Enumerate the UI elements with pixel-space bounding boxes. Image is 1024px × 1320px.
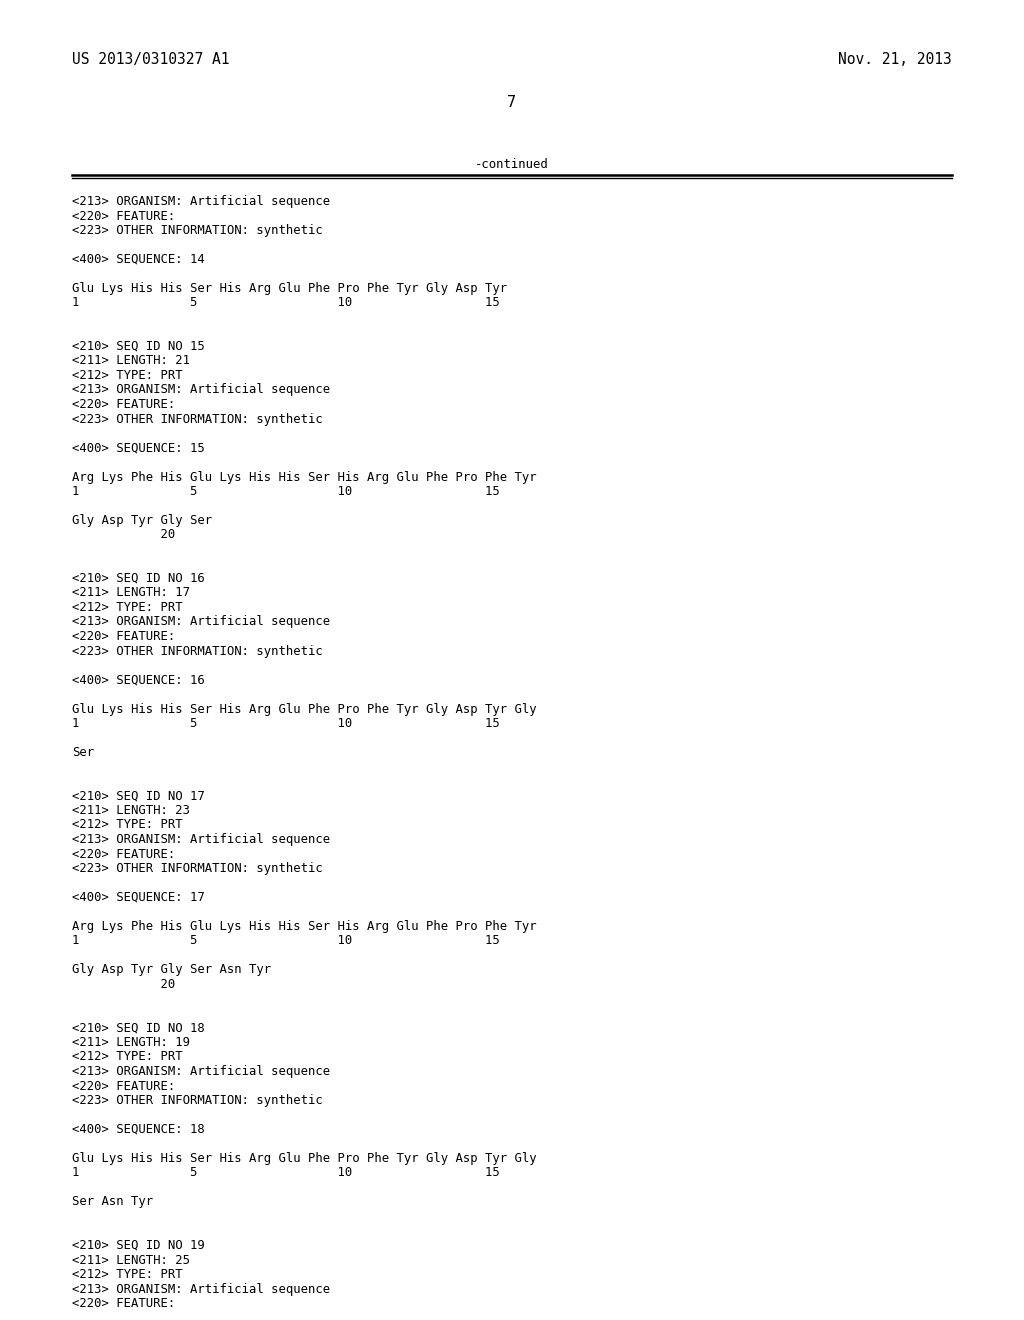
Text: US 2013/0310327 A1: US 2013/0310327 A1: [72, 51, 229, 67]
Text: 1               5                   10                  15: 1 5 10 15: [72, 1167, 500, 1180]
Text: <213> ORGANISM: Artificial sequence: <213> ORGANISM: Artificial sequence: [72, 195, 330, 209]
Text: <212> TYPE: PRT: <212> TYPE: PRT: [72, 1051, 182, 1064]
Text: <212> TYPE: PRT: <212> TYPE: PRT: [72, 1269, 182, 1280]
Text: 1               5                   10                  15: 1 5 10 15: [72, 717, 500, 730]
Text: 1               5                   10                  15: 1 5 10 15: [72, 484, 500, 498]
Text: Ser Asn Tyr: Ser Asn Tyr: [72, 1196, 154, 1209]
Text: <210> SEQ ID NO 19: <210> SEQ ID NO 19: [72, 1239, 205, 1251]
Text: 1               5                   10                  15: 1 5 10 15: [72, 935, 500, 948]
Text: 7: 7: [508, 95, 516, 110]
Text: Arg Lys Phe His Glu Lys His His Ser His Arg Glu Phe Pro Phe Tyr: Arg Lys Phe His Glu Lys His His Ser His …: [72, 470, 537, 483]
Text: <220> FEATURE:: <220> FEATURE:: [72, 847, 175, 861]
Text: <213> ORGANISM: Artificial sequence: <213> ORGANISM: Artificial sequence: [72, 1283, 330, 1295]
Text: <223> OTHER INFORMATION: synthetic: <223> OTHER INFORMATION: synthetic: [72, 862, 323, 875]
Text: Glu Lys His His Ser His Arg Glu Phe Pro Phe Tyr Gly Asp Tyr Gly: Glu Lys His His Ser His Arg Glu Phe Pro …: [72, 1152, 537, 1166]
Text: <212> TYPE: PRT: <212> TYPE: PRT: [72, 601, 182, 614]
Text: 20: 20: [72, 978, 175, 991]
Text: <211> LENGTH: 17: <211> LENGTH: 17: [72, 586, 190, 599]
Text: <220> FEATURE:: <220> FEATURE:: [72, 630, 175, 643]
Text: Gly Asp Tyr Gly Ser Asn Tyr: Gly Asp Tyr Gly Ser Asn Tyr: [72, 964, 271, 977]
Text: <220> FEATURE:: <220> FEATURE:: [72, 399, 175, 411]
Text: <211> LENGTH: 19: <211> LENGTH: 19: [72, 1036, 190, 1049]
Text: <210> SEQ ID NO 15: <210> SEQ ID NO 15: [72, 341, 205, 352]
Text: <220> FEATURE:: <220> FEATURE:: [72, 1080, 175, 1093]
Text: <211> LENGTH: 21: <211> LENGTH: 21: [72, 355, 190, 367]
Text: <223> OTHER INFORMATION: synthetic: <223> OTHER INFORMATION: synthetic: [72, 224, 323, 238]
Text: <400> SEQUENCE: 18: <400> SEQUENCE: 18: [72, 1123, 205, 1137]
Text: <223> OTHER INFORMATION: synthetic: <223> OTHER INFORMATION: synthetic: [72, 1094, 323, 1107]
Text: <212> TYPE: PRT: <212> TYPE: PRT: [72, 370, 182, 381]
Text: <213> ORGANISM: Artificial sequence: <213> ORGANISM: Artificial sequence: [72, 833, 330, 846]
Text: <400> SEQUENCE: 14: <400> SEQUENCE: 14: [72, 253, 205, 267]
Text: <210> SEQ ID NO 16: <210> SEQ ID NO 16: [72, 572, 205, 585]
Text: <220> FEATURE:: <220> FEATURE:: [72, 210, 175, 223]
Text: <212> TYPE: PRT: <212> TYPE: PRT: [72, 818, 182, 832]
Text: Gly Asp Tyr Gly Ser: Gly Asp Tyr Gly Ser: [72, 513, 212, 527]
Text: Glu Lys His His Ser His Arg Glu Phe Pro Phe Tyr Gly Asp Tyr Gly: Glu Lys His His Ser His Arg Glu Phe Pro …: [72, 702, 537, 715]
Text: Nov. 21, 2013: Nov. 21, 2013: [839, 51, 952, 67]
Text: <211> LENGTH: 25: <211> LENGTH: 25: [72, 1254, 190, 1266]
Text: <220> FEATURE:: <220> FEATURE:: [72, 1298, 175, 1309]
Text: <400> SEQUENCE: 15: <400> SEQUENCE: 15: [72, 441, 205, 454]
Text: 1               5                   10                  15: 1 5 10 15: [72, 297, 500, 309]
Text: <213> ORGANISM: Artificial sequence: <213> ORGANISM: Artificial sequence: [72, 1065, 330, 1078]
Text: Ser: Ser: [72, 746, 94, 759]
Text: <211> LENGTH: 23: <211> LENGTH: 23: [72, 804, 190, 817]
Text: <223> OTHER INFORMATION: synthetic: <223> OTHER INFORMATION: synthetic: [72, 644, 323, 657]
Text: <213> ORGANISM: Artificial sequence: <213> ORGANISM: Artificial sequence: [72, 615, 330, 628]
Text: -continued: -continued: [475, 158, 549, 172]
Text: <400> SEQUENCE: 17: <400> SEQUENCE: 17: [72, 891, 205, 904]
Text: <400> SEQUENCE: 16: <400> SEQUENCE: 16: [72, 673, 205, 686]
Text: Arg Lys Phe His Glu Lys His His Ser His Arg Glu Phe Pro Phe Tyr: Arg Lys Phe His Glu Lys His His Ser His …: [72, 920, 537, 933]
Text: <210> SEQ ID NO 17: <210> SEQ ID NO 17: [72, 789, 205, 803]
Text: Glu Lys His His Ser His Arg Glu Phe Pro Phe Tyr Gly Asp Tyr: Glu Lys His His Ser His Arg Glu Phe Pro …: [72, 282, 507, 294]
Text: 20: 20: [72, 528, 175, 541]
Text: <213> ORGANISM: Artificial sequence: <213> ORGANISM: Artificial sequence: [72, 384, 330, 396]
Text: <210> SEQ ID NO 18: <210> SEQ ID NO 18: [72, 1022, 205, 1035]
Text: <223> OTHER INFORMATION: synthetic: <223> OTHER INFORMATION: synthetic: [72, 412, 323, 425]
